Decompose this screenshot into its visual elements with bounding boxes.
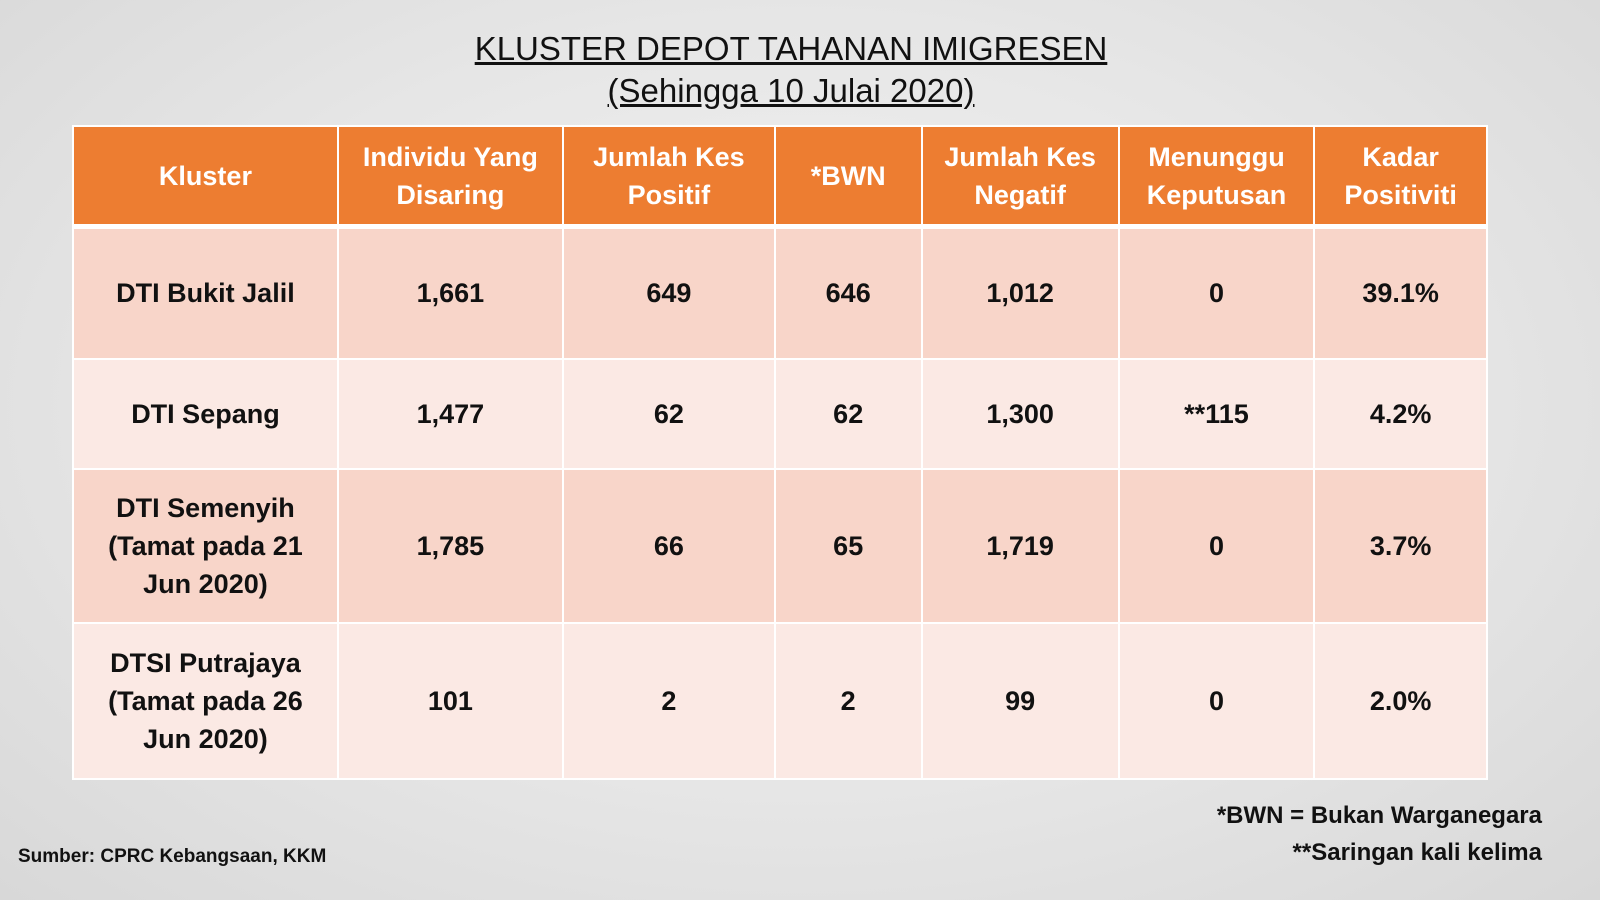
- table-cell: 1,477: [336, 357, 564, 470]
- table-cell: 99: [920, 621, 1120, 780]
- column-header: Menunggu Keputusan: [1117, 125, 1316, 229]
- column-header: Jumlah Kes Negatif: [920, 125, 1120, 229]
- table-cell: 62: [773, 357, 923, 470]
- table-cell: 65: [773, 467, 923, 624]
- header-row: Kluster Individu Yang Disaring Jumlah Kes …: [72, 125, 1488, 229]
- table-cell: 2: [561, 621, 776, 780]
- footnote: *BWN = Bukan Warganegara: [1216, 802, 1542, 829]
- table-cell: 1,661: [336, 225, 564, 360]
- table-cell: 1,785: [336, 467, 564, 624]
- table-cell: 101: [336, 621, 564, 780]
- subtitle: (Sehingga 10 Julai 2020): [607, 72, 975, 109]
- table-cell: 2.0%: [1313, 621, 1488, 780]
- table-row: DTI Semenyih (Tamat pada 21 Jun 2020) 1,7…: [72, 467, 1488, 624]
- table-cell: 39.1%: [1313, 225, 1488, 360]
- cluster-name: DTI Sepang: [72, 357, 339, 470]
- table-cell: 646: [773, 225, 923, 360]
- table-cell: 0: [1117, 621, 1316, 780]
- column-header: Jumlah Kes Positif: [561, 125, 776, 229]
- table-cell: 66: [561, 467, 776, 624]
- table-cell: 1,719: [920, 467, 1120, 624]
- table-cell: 2: [773, 621, 923, 780]
- table-cell: 0: [1117, 225, 1316, 360]
- column-header: Kluster: [72, 125, 339, 229]
- table-row: DTI Sepang 1,477 62 62 1,300 **115 4.2%: [72, 357, 1488, 470]
- table-cell: 62: [561, 357, 776, 470]
- cluster-name: DTI Bukit Jalil: [72, 225, 339, 360]
- table-cell: 1,012: [920, 225, 1120, 360]
- table-cell: 0: [1117, 467, 1316, 624]
- table-row: DTSI Putrajaya (Tamat pada 26 Jun 2020) 1…: [72, 621, 1488, 780]
- footnotes: *BWN = Bukan Warganegara **Saringan kali …: [1217, 797, 1542, 871]
- table-cell: 3.7%: [1313, 467, 1488, 624]
- table-row: DTI Bukit Jalil 1,661 649 646 1,012 0 39.1%: [72, 225, 1488, 360]
- source: Sumber: CPRC Kebangsaan, KKM: [18, 846, 327, 867]
- table-cell: 4.2%: [1313, 357, 1488, 470]
- title-block: KLUSTER DEPOT TAHANAN IMIGRESEN (Sehingg…: [0, 28, 1582, 112]
- column-header: *BWN: [773, 125, 923, 229]
- data-table: Kluster Individu Yang Disaring Jumlah Kes …: [72, 125, 1488, 780]
- table-cell: **115: [1117, 357, 1316, 470]
- cluster-name: DTI Semenyih (Tamat pada 21 Jun 2020): [72, 467, 339, 624]
- title: KLUSTER DEPOT TAHANAN IMIGRESEN: [474, 30, 1108, 67]
- column-header: Individu Yang Disaring: [336, 125, 564, 229]
- footnote: **Saringan kali kelima: [1292, 839, 1542, 866]
- cluster-name: DTSI Putrajaya (Tamat pada 26 Jun 2020): [72, 621, 339, 780]
- column-header: Kadar Positiviti: [1313, 125, 1488, 229]
- table-cell: 1,300: [920, 357, 1120, 470]
- table-cell: 649: [561, 225, 776, 360]
